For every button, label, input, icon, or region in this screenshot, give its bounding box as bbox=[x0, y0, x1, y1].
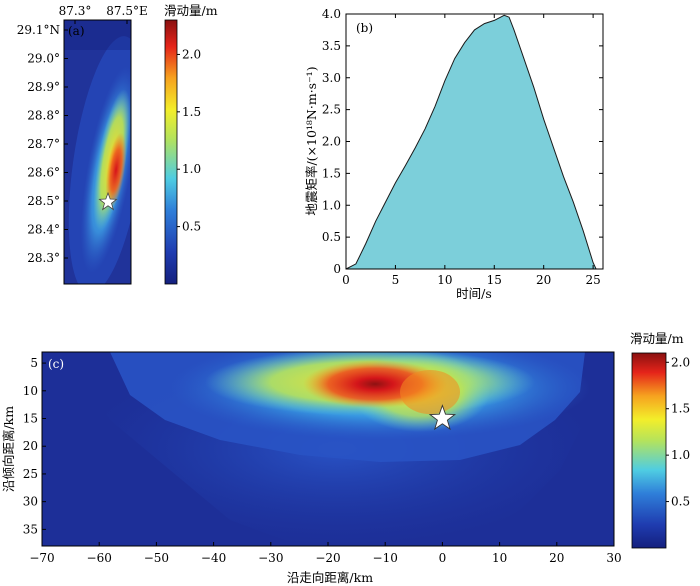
panel-c-x-tick-label: 0 bbox=[439, 551, 447, 565]
panel-a-x-tick-label: 87.3° bbox=[59, 4, 92, 18]
panel-b-x-tick-label: 10 bbox=[437, 273, 452, 287]
panel-c-label: (c) bbox=[48, 357, 64, 371]
panel-c-x-tick-label: −50 bbox=[144, 551, 169, 565]
panel-a-colorbar-tick-label: 1.0 bbox=[182, 162, 201, 176]
panel-b-x-tick-label: 5 bbox=[392, 273, 400, 287]
panel-a-y-tick-label: 28.3° bbox=[27, 251, 60, 265]
panel-a-y-tick-label: 28.6° bbox=[27, 166, 60, 180]
panel-c-epicenter-star-icon bbox=[428, 404, 457, 431]
panel-a-y-tick-label: 29.1°N bbox=[17, 23, 60, 37]
panel-b: (b) 0 5 10 15 20 25 0 0.5 1.0 1.5 2.0 2.5 3.0 3.5 4.0… bbox=[304, 7, 604, 301]
panel-c-y-tick-label: 20 bbox=[23, 439, 38, 453]
panel-b-y-tick-label: 3.5 bbox=[322, 39, 341, 53]
panel-c-y-tick-label: 35 bbox=[23, 522, 38, 536]
panel-c-colorbar-bar bbox=[631, 352, 667, 549]
panel-c-y-axis-label: 沿倾向距离/km bbox=[1, 406, 16, 492]
panel-b-y-tick-label: 2.5 bbox=[322, 103, 341, 117]
panel-c-y-tick-label: 15 bbox=[23, 412, 38, 426]
panel-c-x-axis-label: 沿走向距离/km bbox=[287, 570, 373, 585]
panel-c-orange-lobe bbox=[400, 370, 460, 414]
panel-a-y-tick-label: 28.9° bbox=[27, 80, 60, 94]
panel-c-x-tick-label: −70 bbox=[29, 551, 54, 565]
panel-a-colorbar-tick-label: 2.0 bbox=[182, 47, 201, 61]
panel-a-colorbar-title: 滑动量/m bbox=[164, 3, 218, 18]
panel-a-y-tick-label: 28.5° bbox=[27, 194, 60, 208]
panel-c-x-tick-label: 10 bbox=[492, 551, 507, 565]
panel-b-y-tick-label: 0.5 bbox=[322, 230, 341, 244]
panel-a-dark-corner bbox=[64, 20, 131, 50]
panel-a-colorbar-bar bbox=[164, 19, 178, 285]
panel-a: (a) 87.3° 87.5°E 29.1°N 29.0° 28.9° 28.8° 28.… bbox=[17, 4, 148, 285]
panel-c-x-tick-label: 30 bbox=[606, 551, 621, 565]
panel-a-colorbar-tick-label: 1.5 bbox=[182, 105, 201, 119]
panel-c-colorbar-tick-label: 1.5 bbox=[671, 402, 690, 416]
panel-a-colorbar-tick-label: 0.5 bbox=[182, 220, 201, 234]
panel-b-x-axis-label: 时间/s bbox=[456, 286, 492, 301]
panel-b-y-axis-label: 地震矩率/(×10¹⁸N·m·s⁻¹) bbox=[304, 66, 319, 215]
panel-c-y-tick-label: 10 bbox=[23, 384, 38, 398]
panel-c-y-tick-label: 30 bbox=[23, 495, 38, 509]
panel-c: (c) −70 −60 −50 −40 −30 −20 −10 0 10 20 30 5 10 15 20… bbox=[1, 351, 622, 585]
panel-c-y-tick-label: 5 bbox=[30, 356, 38, 370]
panel-b-y-tick-label: 0 bbox=[333, 262, 341, 276]
panel-a-colorbar: 滑动量/m 0.5 1.0 1.5 2.0 bbox=[164, 3, 218, 285]
panel-c-x-tick-label: 20 bbox=[549, 551, 564, 565]
panel-c-colorbar: 滑动量/m 0.5 1.0 1.5 2.0 bbox=[630, 331, 690, 549]
panel-c-x-tick-label: −60 bbox=[87, 551, 112, 565]
panel-b-x-tick-label: 25 bbox=[585, 273, 600, 287]
panel-c-x-tick-label: −40 bbox=[201, 551, 226, 565]
panel-c-x-tick-label: −30 bbox=[258, 551, 283, 565]
panel-b-y-tick-label: 2.0 bbox=[322, 135, 341, 149]
panel-a-red-core bbox=[105, 132, 127, 208]
panel-c-colorbar-tick-label: 2.0 bbox=[671, 355, 690, 369]
panel-a-epicenter-star-icon bbox=[98, 191, 118, 211]
panel-c-colorbar-tick-label: 1.0 bbox=[671, 448, 690, 462]
panel-a-y-tick-label: 28.4° bbox=[27, 223, 60, 237]
panel-a-label: (a) bbox=[68, 24, 85, 38]
panel-b-x-tick-label: 20 bbox=[536, 273, 551, 287]
panel-b-y-tick-label: 1.0 bbox=[322, 198, 341, 212]
panel-b-x-tick-label: 15 bbox=[487, 273, 502, 287]
panel-b-y-tick-label: 1.5 bbox=[322, 166, 341, 180]
panel-a-y-tick-label: 28.8° bbox=[27, 109, 60, 123]
panel-b-y-tick-label: 3.0 bbox=[322, 71, 341, 85]
panel-b-x-tick-label: 0 bbox=[342, 273, 350, 287]
panel-b-y-tick-label: 4.0 bbox=[322, 7, 341, 21]
panel-a-frame bbox=[63, 19, 132, 285]
panel-c-colorbar-title: 滑动量/m bbox=[630, 331, 684, 346]
panel-c-x-tick-label: −20 bbox=[315, 551, 340, 565]
panel-c-x-tick-label: −10 bbox=[373, 551, 398, 565]
panel-c-y-tick-label: 25 bbox=[23, 467, 38, 481]
panel-b-label: (b) bbox=[356, 21, 373, 35]
panel-a-y-tick-label: 29.0° bbox=[27, 52, 60, 66]
panel-c-colorbar-tick-label: 0.5 bbox=[671, 495, 690, 509]
panel-a-x-tick-label: 87.5°E bbox=[106, 4, 147, 18]
panel-a-y-tick-label: 28.7° bbox=[27, 137, 60, 151]
panel-b-moment-rate-area bbox=[345, 14, 597, 270]
